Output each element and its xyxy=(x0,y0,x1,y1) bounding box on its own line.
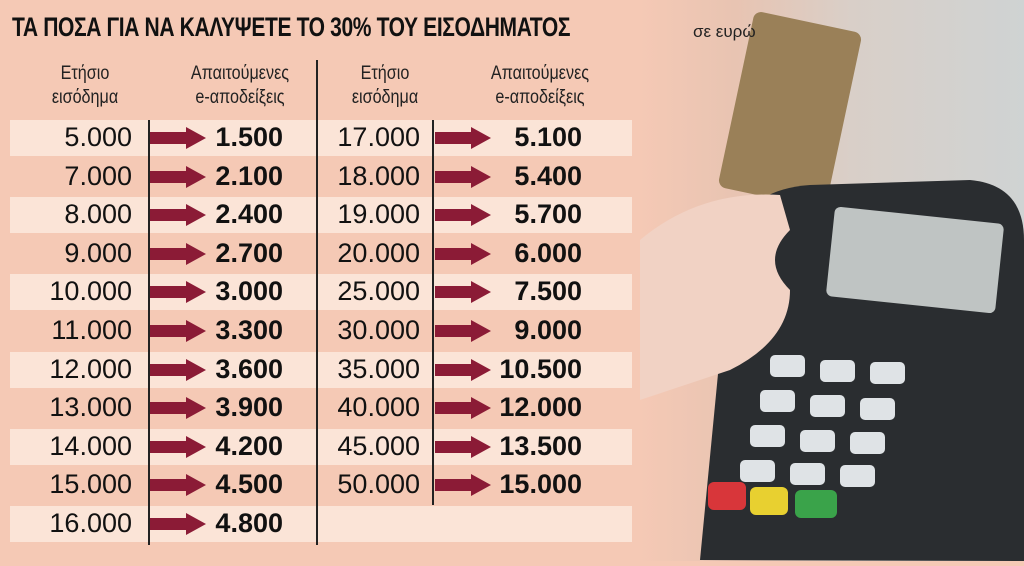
header-line: e-αποδείξεις xyxy=(195,87,285,108)
header-line: εισόδημα xyxy=(351,87,419,108)
header-income-left: Ετήσιο εισόδημα xyxy=(38,62,132,110)
arrow-icon xyxy=(150,127,206,149)
arrow-icon xyxy=(435,358,491,381)
income-value: 45.000 xyxy=(337,430,420,461)
unit-label: σε ευρώ xyxy=(693,22,756,41)
income-value: 40.000 xyxy=(337,392,420,423)
receipts-value: 2.700 xyxy=(215,237,283,268)
receipts-value: 2.400 xyxy=(215,199,283,230)
arrow-icon xyxy=(150,242,206,265)
receipts-value: 2.100 xyxy=(215,160,283,191)
income-value: 16.000 xyxy=(49,508,132,538)
receipts-value: 3.300 xyxy=(215,315,283,345)
arrow-icon xyxy=(150,435,206,458)
receipts-value: 15.000 xyxy=(499,469,582,500)
receipts-value: 5.700 xyxy=(514,199,582,230)
income-value: 5.000 xyxy=(64,122,132,152)
income-value: 11.000 xyxy=(51,315,132,345)
arrow-icon xyxy=(150,165,206,188)
receipts-value: 9.000 xyxy=(514,315,582,345)
receipts-value: 4.500 xyxy=(215,469,283,500)
receipts-value: 3.000 xyxy=(215,276,283,307)
arrow-icon xyxy=(150,358,206,381)
income-value: 19.000 xyxy=(337,199,420,230)
divider xyxy=(316,60,318,545)
table-row: 10.000 3.000 25.000 7.500 xyxy=(10,274,632,311)
arrow-icon xyxy=(435,397,491,420)
table-row: 15.000 4.500 50.000 15.000 xyxy=(10,467,632,503)
income-value: 25.000 xyxy=(337,276,420,307)
income-value: 30.000 xyxy=(337,315,420,345)
table-row: 8.000 2.400 19.000 5.700 xyxy=(10,197,632,234)
income-value: 17.000 xyxy=(337,122,420,152)
receipts-value: 7.500 xyxy=(514,276,582,307)
income-value: 15.000 xyxy=(49,469,132,500)
income-value: 10.000 xyxy=(49,276,132,307)
header-line: e-αποδείξεις xyxy=(495,87,585,108)
arrow-icon xyxy=(435,242,491,265)
header-line: Απαιτούμενες xyxy=(490,63,590,84)
divider xyxy=(432,120,434,505)
receipts-value: 4.200 xyxy=(215,430,283,461)
income-value: 9.000 xyxy=(64,237,132,268)
table-row: 7.000 2.100 18.000 5.400 xyxy=(10,159,632,195)
income-value: 20.000 xyxy=(337,237,420,268)
income-value: 35.000 xyxy=(337,353,420,384)
income-value: 12.000 xyxy=(49,353,132,384)
arrow-icon xyxy=(150,513,206,535)
header-line: εισόδημα xyxy=(51,87,119,108)
arrow-icon xyxy=(435,204,491,227)
receipts-value: 5.100 xyxy=(514,122,582,152)
income-value: 14.000 xyxy=(49,430,132,461)
table-row: 12.000 3.600 35.000 10.500 xyxy=(10,351,632,388)
arrow-icon xyxy=(435,435,491,458)
income-value: 13.000 xyxy=(49,392,132,423)
card-payment-photo xyxy=(640,0,1024,561)
header-income-right: Ετήσιο εισόδημα xyxy=(338,62,432,110)
arrow-icon xyxy=(435,320,491,342)
table-row: 14.000 4.200 45.000 13.500 xyxy=(10,428,632,465)
arrow-icon xyxy=(435,474,491,497)
card xyxy=(718,12,862,208)
receipts-value: 5.400 xyxy=(514,160,582,191)
income-value: 18.000 xyxy=(337,160,420,191)
receipts-value: 4.800 xyxy=(215,508,283,538)
table-row: 9.000 2.700 20.000 6.000 xyxy=(10,236,632,272)
header-line: Απαιτούμενες xyxy=(190,63,290,84)
divider xyxy=(148,120,150,545)
table-row: 11.000 3.300 30.000 9.000 xyxy=(10,313,632,349)
receipts-value: 13.500 xyxy=(499,430,582,461)
income-value: 8.000 xyxy=(64,199,132,230)
arrow-icon xyxy=(435,281,491,304)
table-row: 13.000 3.900 40.000 12.000 xyxy=(10,390,632,426)
receipts-value: 3.900 xyxy=(215,392,283,423)
header-line: Ετήσιο xyxy=(60,63,110,84)
receipts-value: 12.000 xyxy=(499,392,582,423)
arrow-icon xyxy=(435,165,491,188)
receipts-value: 6.000 xyxy=(514,237,582,268)
header-receipts-left: Απαιτούμενες e-αποδείξεις xyxy=(185,62,296,110)
income-value: 7.000 xyxy=(64,160,132,191)
arrow-icon xyxy=(150,474,206,497)
header-receipts-right: Απαιτούμενες e-αποδείξεις xyxy=(485,62,596,110)
header-line: Ετήσιο xyxy=(360,63,410,84)
arrow-icon xyxy=(150,320,206,342)
arrow-icon xyxy=(150,204,206,227)
table-row: 16.000 4.800 xyxy=(10,506,632,542)
income-value: 50.000 xyxy=(337,469,420,500)
arrow-icon xyxy=(150,397,206,420)
arrow-icon xyxy=(150,281,206,304)
receipts-value: 1.500 xyxy=(215,122,283,152)
arrow-icon xyxy=(435,127,491,149)
receipts-value: 3.600 xyxy=(215,353,283,384)
infographic-title: ΤΑ ΠΟΣΑ ΓΙΑ ΝΑ ΚΑΛΥΨΕΤΕ ΤΟ 30% ΤΟΥ ΕΙΣΟΔ… xyxy=(12,12,571,42)
table-row: 5.000 1.500 17.000 5.100 xyxy=(10,120,632,156)
receipts-value: 10.500 xyxy=(499,353,582,384)
